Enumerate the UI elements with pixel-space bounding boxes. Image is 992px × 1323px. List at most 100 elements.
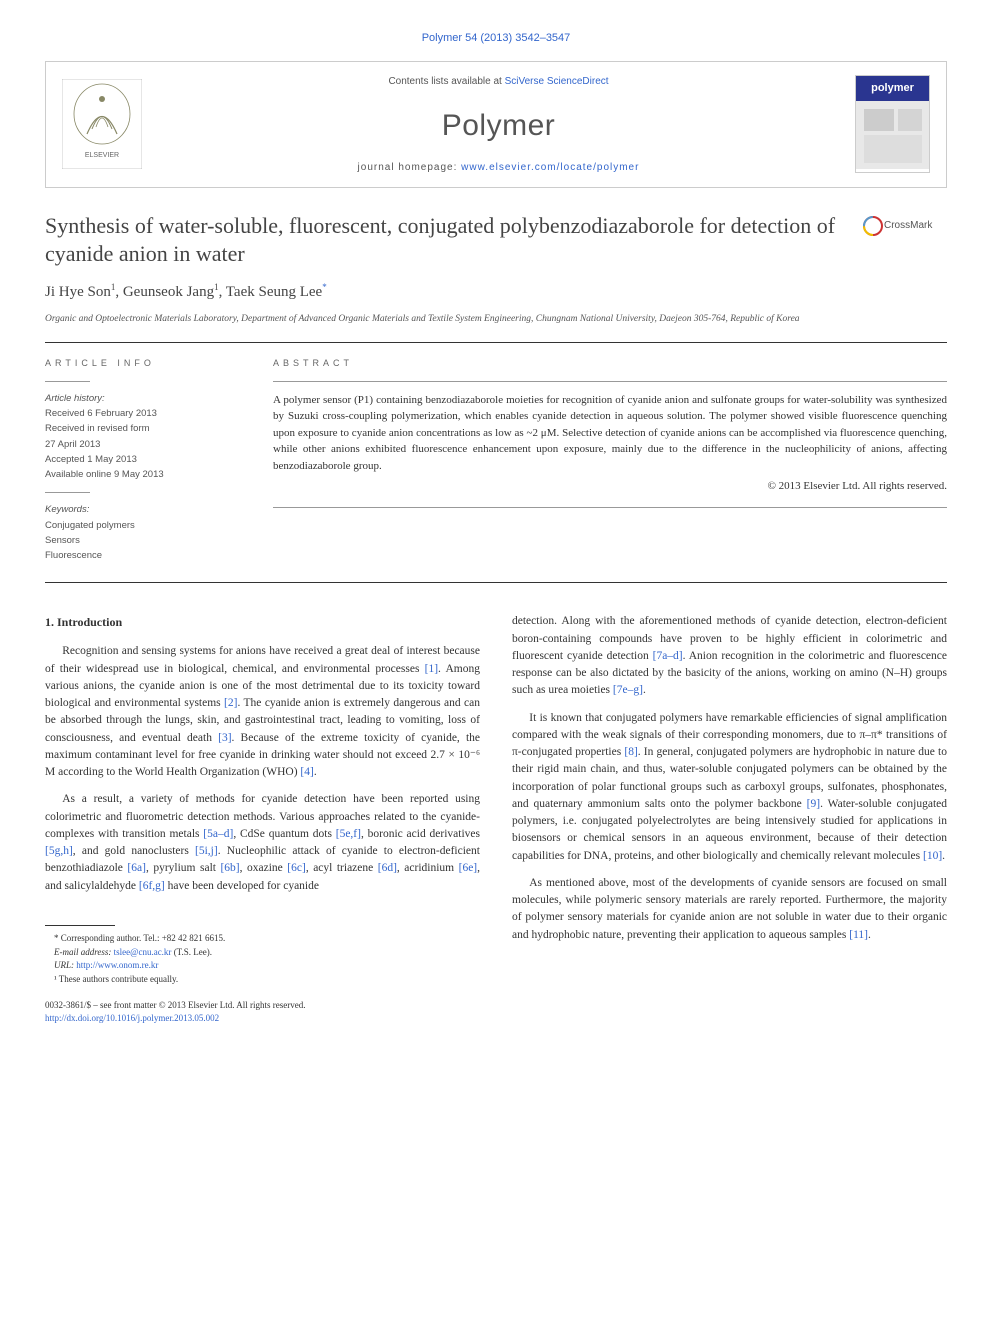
column-left: 1. Introduction Recognition and sensing … [45, 613, 480, 1024]
history-revised-1: Received in revised form [45, 422, 245, 436]
ref-8[interactable]: [8] [624, 746, 637, 758]
affiliation: Organic and Optoelectronic Materials Lab… [45, 313, 947, 326]
p2c: , boronic acid derivatives [361, 828, 480, 840]
cover-body [856, 101, 929, 169]
footnote-equal: ¹ These authors contribute equally. [45, 973, 480, 986]
ref-6fg[interactable]: [6f,g] [139, 880, 165, 892]
p4d: . [942, 850, 945, 862]
paragraph-5: As mentioned above, most of the developm… [512, 875, 947, 944]
ref-10[interactable]: [10] [923, 850, 942, 862]
ref-3[interactable]: [3] [218, 732, 231, 744]
header-center: Contents lists available at SciVerse Sci… [154, 74, 843, 175]
p2h: , acyl triazene [306, 862, 378, 874]
authors-line: Ji Hye Son1, Geunseok Jang1, Taek Seung … [45, 281, 947, 304]
paragraph-4: It is known that conjugated polymers hav… [512, 710, 947, 865]
ref-5ij[interactable]: [5i,j] [195, 845, 218, 857]
author-3: , Taek Seung Lee [219, 284, 323, 300]
info-divider-2 [45, 492, 90, 493]
url-link[interactable]: http://www.onom.re.kr [76, 960, 158, 970]
footnote-email: E-mail address: tslee@cnu.ac.kr (T.S. Le… [45, 946, 480, 959]
journal-cover-thumbnail: polymer [855, 75, 930, 173]
journal-name: Polymer [154, 103, 843, 148]
p1a: Recognition and sensing systems for anio… [45, 645, 480, 674]
footnote-corresponding: * Corresponding author. Tel.: +82 42 821… [45, 932, 480, 945]
keyword-2: Sensors [45, 534, 245, 548]
footnotes: * Corresponding author. Tel.: +82 42 821… [45, 932, 480, 985]
email-link[interactable]: tslee@cnu.ac.kr [114, 947, 172, 957]
p5b: . [868, 929, 871, 941]
top-reference: Polymer 54 (2013) 3542–3547 [45, 30, 947, 47]
ref-9[interactable]: [9] [807, 798, 820, 810]
body-columns: 1. Introduction Recognition and sensing … [45, 613, 947, 1024]
author-3-sup: * [322, 282, 327, 292]
history-label: Article history: [45, 392, 245, 406]
ref-11[interactable]: [11] [849, 929, 868, 941]
abstract-copyright: © 2013 Elsevier Ltd. All rights reserved… [273, 478, 947, 495]
footnote-divider [45, 925, 115, 926]
history-online: Available online 9 May 2013 [45, 468, 245, 482]
ref-7ad[interactable]: [7a–d] [653, 650, 683, 662]
sciencedirect-link[interactable]: SciVerse ScienceDirect [505, 76, 609, 87]
issn-line: 0032-3861/$ – see front matter © 2013 El… [45, 999, 480, 1012]
author-2: , Geunseok Jang [115, 284, 214, 300]
journal-homepage-line: journal homepage: www.elsevier.com/locat… [154, 160, 843, 175]
abstract-block: ABSTRACT A polymer sensor (P1) containin… [273, 357, 947, 564]
article-info-block: ARTICLE INFO Article history: Received 6… [45, 357, 245, 564]
p2f: , pyrylium salt [146, 862, 221, 874]
p2d: , and gold nanoclusters [73, 845, 195, 857]
title-row: Synthesis of water-soluble, fluorescent,… [45, 212, 947, 269]
ref-5ef[interactable]: [5e,f] [336, 828, 361, 840]
p1e: . [314, 766, 317, 778]
email-label: E-mail address: [54, 947, 114, 957]
ref-6e[interactable]: [6e] [459, 862, 478, 874]
ref-5gh[interactable]: [5g,h] [45, 845, 73, 857]
section-heading-intro: 1. Introduction [45, 613, 480, 631]
p2b: , CdSe quantum dots [233, 828, 335, 840]
column-right: detection. Along with the aforementioned… [512, 613, 947, 1024]
p3c: . [643, 684, 646, 696]
ref-6a[interactable]: [6a] [127, 862, 146, 874]
paragraph-3: detection. Along with the aforementioned… [512, 613, 947, 699]
abstract-heading: ABSTRACT [273, 357, 947, 371]
elsevier-logo: ELSEVIER [62, 79, 142, 169]
keyword-1: Conjugated polymers [45, 519, 245, 533]
p5a: As mentioned above, most of the developm… [512, 877, 947, 941]
ref-4[interactable]: [4] [300, 766, 313, 778]
crossmark-badge[interactable]: CrossMark [862, 212, 947, 240]
ref-6d[interactable]: [6d] [378, 862, 397, 874]
p2k: have been developed for cyanide [165, 880, 319, 892]
info-abstract-row: ARTICLE INFO Article history: Received 6… [45, 343, 947, 582]
keywords-label: Keywords: [45, 503, 245, 517]
journal-homepage-link[interactable]: www.elsevier.com/locate/polymer [461, 162, 639, 173]
cover-label: polymer [856, 76, 929, 101]
p2g: , oxazine [240, 862, 288, 874]
history-accepted: Accepted 1 May 2013 [45, 453, 245, 467]
history-received: Received 6 February 2013 [45, 407, 245, 421]
journal-header: ELSEVIER Contents lists available at Sci… [45, 61, 947, 188]
info-divider-1 [45, 381, 90, 382]
history-revised-2: 27 April 2013 [45, 438, 245, 452]
abstract-divider-bottom [273, 507, 947, 508]
email-suffix: (T.S. Lee). [171, 947, 212, 957]
ref-7eg[interactable]: [7e–g] [613, 684, 643, 696]
url-label: URL: [54, 960, 76, 970]
ref-6c[interactable]: [6c] [287, 862, 306, 874]
ref-2[interactable]: [2] [224, 697, 237, 709]
divider-bottom [45, 582, 947, 583]
doi-link[interactable]: http://dx.doi.org/10.1016/j.polymer.2013… [45, 1012, 480, 1025]
ref-1[interactable]: [1] [425, 663, 438, 675]
ref-6b[interactable]: [6b] [220, 862, 239, 874]
contents-available-line: Contents lists available at SciVerse Sci… [154, 74, 843, 89]
crossmark-icon [862, 215, 884, 237]
svg-text:ELSEVIER: ELSEVIER [85, 152, 119, 159]
contents-line-text: Contents lists available at [388, 76, 504, 87]
paragraph-1: Recognition and sensing systems for anio… [45, 643, 480, 781]
author-1: Ji Hye Son [45, 284, 111, 300]
paragraph-2: As a result, a variety of methods for cy… [45, 791, 480, 895]
ref-5ad[interactable]: [5a–d] [203, 828, 233, 840]
abstract-divider [273, 381, 947, 382]
p2i: , acridinium [397, 862, 459, 874]
crossmark-label: CrossMark [884, 218, 932, 233]
footnote-url: URL: http://www.onom.re.kr [45, 959, 480, 972]
article-info-heading: ARTICLE INFO [45, 357, 245, 371]
